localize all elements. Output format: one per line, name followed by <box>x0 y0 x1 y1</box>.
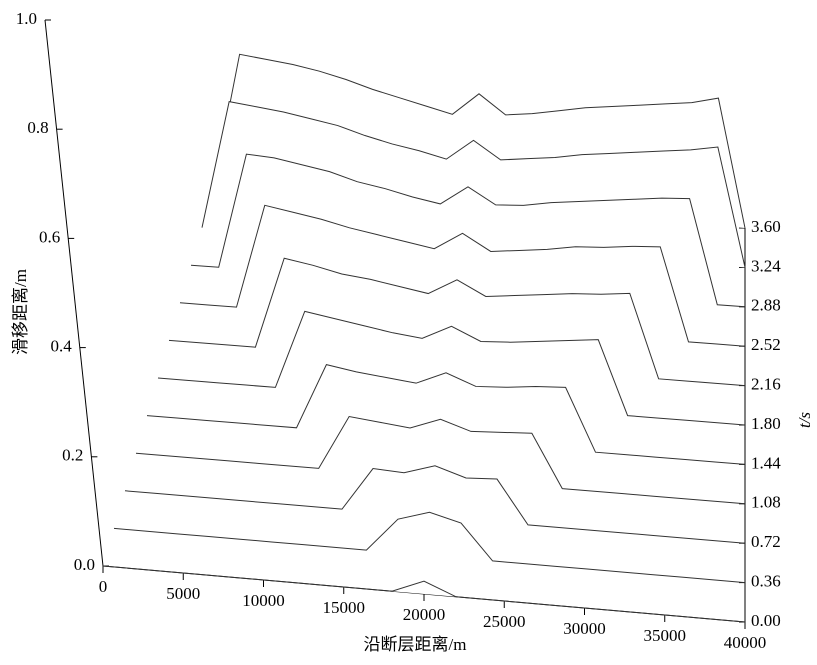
slip-line <box>146 364 746 465</box>
t-tick-label: 3.60 <box>751 217 781 236</box>
t-tick-label: 2.52 <box>751 335 781 354</box>
x-tick-label: 35000 <box>644 626 687 645</box>
x-tick-label: 20000 <box>403 605 446 624</box>
hidden-fill <box>147 364 745 465</box>
t-tick-label: 1.44 <box>751 453 781 472</box>
y-tick-label: 0.2 <box>62 446 83 465</box>
hidden-fill <box>125 465 745 544</box>
x-tick-label: 40000 <box>724 633 767 652</box>
slip-line <box>168 257 746 387</box>
t-tick-label: 1.08 <box>751 493 781 512</box>
slip-line <box>113 511 746 584</box>
hidden-fill <box>114 512 745 583</box>
x-axis-label: 沿断层距离/m <box>364 635 467 654</box>
x-tick-label: 10000 <box>242 591 285 610</box>
slip-line <box>157 310 746 426</box>
x-tick-label: 0 <box>99 577 108 596</box>
x-tick-label: 30000 <box>563 619 606 638</box>
x-tick-label: 15000 <box>323 598 366 617</box>
hidden-fill <box>103 566 745 622</box>
slip-line <box>201 101 746 268</box>
x-tick-label: 25000 <box>483 612 526 631</box>
y-tick-label: 0.0 <box>74 555 95 574</box>
t-tick-label: 0.36 <box>751 572 781 591</box>
y-axis <box>44 19 104 567</box>
t-axis-label: t/s <box>795 412 814 428</box>
hidden-fill <box>136 416 745 504</box>
y-axis-label: 滑移距离/m <box>11 269 30 355</box>
y-tick-label: 0.8 <box>27 118 48 137</box>
y-tick-label: 1.0 <box>16 9 37 28</box>
slip-line <box>190 153 746 308</box>
slip-line <box>135 415 746 505</box>
t-tick-label: 0.00 <box>751 611 781 630</box>
y-tick-label: 0.4 <box>51 337 73 356</box>
x-tick-label: 5000 <box>166 584 200 603</box>
t-tick-label: 1.80 <box>751 414 781 433</box>
y-tick-label: 0.6 <box>39 227 60 246</box>
slip-line <box>124 465 746 544</box>
t-tick-label: 2.16 <box>751 375 781 394</box>
t-tick-label: 0.72 <box>751 532 781 551</box>
t-tick-label: 2.88 <box>751 296 781 315</box>
slip-line <box>102 565 746 623</box>
slip-line <box>212 53 746 229</box>
slip-line <box>179 204 746 347</box>
t-tick-label: 3.24 <box>751 256 781 275</box>
